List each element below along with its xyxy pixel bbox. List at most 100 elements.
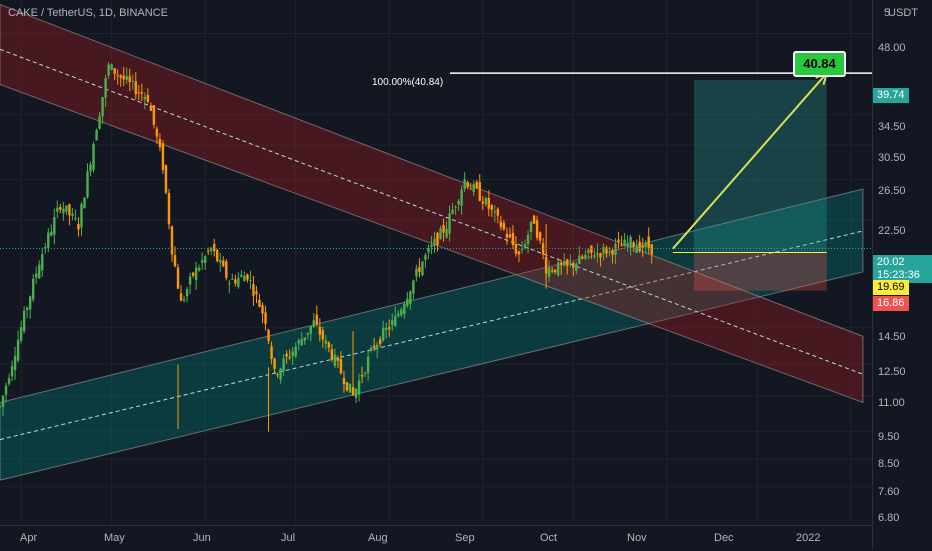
candle-body xyxy=(529,221,533,233)
time-axis[interactable] xyxy=(0,525,872,551)
current-price-badge: 20.02 15:23:36 xyxy=(873,255,932,283)
candle-body xyxy=(273,358,276,369)
candle-body xyxy=(330,349,334,360)
candle-body xyxy=(620,245,623,247)
candle-body xyxy=(391,320,394,326)
candle-body xyxy=(587,249,590,254)
candle-body xyxy=(176,267,180,289)
candle-body xyxy=(475,181,478,188)
candle-body xyxy=(490,205,494,210)
candle-body xyxy=(578,255,581,264)
candle-body xyxy=(71,213,74,216)
candle-body xyxy=(635,246,638,253)
candle-body xyxy=(188,276,192,285)
candle-body xyxy=(590,245,593,253)
candle-body xyxy=(246,274,249,280)
candle-body xyxy=(249,279,252,281)
candle-body xyxy=(288,356,291,358)
candle-body xyxy=(430,244,433,247)
candle-body xyxy=(327,342,331,348)
candle-body xyxy=(433,238,436,246)
candle-body xyxy=(200,260,204,263)
candle-timer: 15:23:36 xyxy=(877,269,920,281)
candle-body xyxy=(92,143,95,170)
candle-body xyxy=(547,267,551,277)
candle-body xyxy=(158,139,162,148)
candle-body xyxy=(1,395,5,408)
candle-body xyxy=(457,200,460,205)
candle-body xyxy=(532,215,536,224)
candle-body xyxy=(170,226,174,255)
candle-body xyxy=(143,96,147,100)
candle-body xyxy=(125,76,128,80)
ytick-30-50: 30.50 xyxy=(878,152,906,164)
candle-body xyxy=(611,250,614,255)
candle-body xyxy=(538,232,542,241)
candle-body xyxy=(481,201,484,204)
candle-body xyxy=(134,81,137,95)
candle-body xyxy=(191,272,195,276)
candle-body xyxy=(10,365,14,377)
candle-body xyxy=(614,243,617,255)
candle-body xyxy=(152,105,156,125)
candle-body xyxy=(644,242,647,248)
candle-body xyxy=(131,80,134,82)
loss-zone xyxy=(693,252,827,291)
candle-body xyxy=(348,383,352,393)
target-callout[interactable]: 40.84 xyxy=(793,51,846,77)
candle-body xyxy=(427,247,430,253)
candle-body xyxy=(267,329,270,341)
ytick-5: 5 xyxy=(884,7,891,19)
candle-body xyxy=(261,305,264,314)
candle-body xyxy=(596,252,599,254)
candle-body xyxy=(421,261,424,276)
candle-body xyxy=(493,211,497,213)
candle-body xyxy=(550,270,554,272)
candle-body xyxy=(98,115,101,129)
candle-body xyxy=(463,179,466,189)
candle-body xyxy=(213,243,216,252)
candle-body xyxy=(237,277,240,287)
price-axis[interactable] xyxy=(872,0,932,550)
candle-body xyxy=(122,75,125,80)
stop-price-badge: 16.86 xyxy=(873,296,909,311)
candle-body xyxy=(19,327,23,341)
candle-body xyxy=(535,220,539,238)
candle-body xyxy=(514,244,518,254)
candle-body xyxy=(333,354,337,366)
candle-body xyxy=(234,279,237,284)
candle-body xyxy=(291,351,294,357)
candle-body xyxy=(179,293,183,301)
candle-body xyxy=(59,207,62,210)
currency-label: USDT xyxy=(888,7,918,19)
xtick-dec: Dec xyxy=(714,532,734,544)
candle-body xyxy=(7,378,11,384)
candle-body xyxy=(647,236,650,249)
candle-body xyxy=(581,256,584,259)
candle-body xyxy=(167,192,171,225)
candle-body xyxy=(113,68,116,74)
candle-body xyxy=(520,249,524,251)
candle-body xyxy=(339,359,343,374)
candle-body xyxy=(508,234,512,238)
candle-body xyxy=(282,358,285,371)
candle-body xyxy=(276,374,279,376)
candle-body xyxy=(231,278,234,280)
candle-body xyxy=(119,75,122,78)
symbol-title[interactable]: CAKE / TetherUS, 1D, BINANCE xyxy=(8,7,168,19)
candle-body xyxy=(626,242,629,246)
candle-body xyxy=(161,143,165,170)
xtick-jul: Jul xyxy=(281,532,296,544)
candle-body xyxy=(632,242,635,247)
candle-body xyxy=(74,218,77,220)
candle-body xyxy=(445,228,448,238)
candle-body xyxy=(50,231,53,236)
candle-body xyxy=(206,250,210,252)
candle-body xyxy=(89,164,92,172)
candle-body xyxy=(38,264,41,279)
candle-body xyxy=(300,339,303,346)
candle-body xyxy=(342,378,346,385)
candle-body xyxy=(403,304,406,314)
candle-body xyxy=(101,96,104,117)
